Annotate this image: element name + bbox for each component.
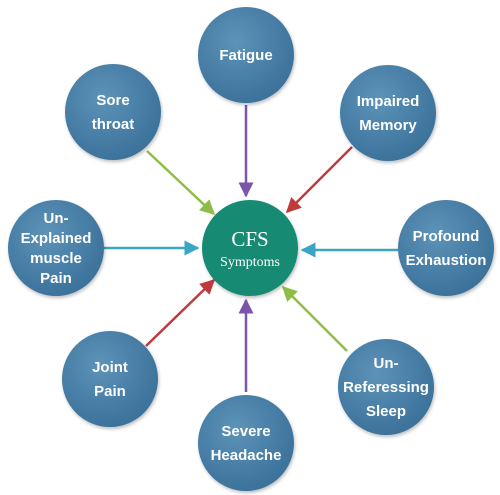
node-profound-exhaustion: Profound Exhaustion [398, 200, 494, 296]
node-label-severe-headache-line-1: Severe [221, 423, 270, 440]
node-label-impaired-memory-line-1: Impaired [357, 93, 420, 110]
nodes-layer: Fatigue Impaired Memory Profound Exhaustion U… [8, 7, 494, 491]
node-label-unrefreshing-sleep-line-1: Un- [374, 355, 399, 372]
center-subtitle: Symptoms [220, 255, 280, 270]
node-label-profound-exhaustion-line-1: Profound [413, 228, 480, 245]
node-circle-sore-throat [65, 64, 161, 160]
node-unrefreshing-sleep: Un- Referessing Sleep [338, 339, 434, 435]
node-label-unexplained-muscle-pain-line-4: Pain [40, 270, 72, 287]
node-label-joint-pain-line-1: Joint [92, 359, 128, 376]
node-label-unexplained-muscle-pain-line-1: Un- [44, 210, 69, 227]
node-label-unexplained-muscle-pain-line-3: muscle [30, 250, 82, 267]
arrow-sore-throat [146, 150, 216, 216]
node-label-unrefreshing-sleep-line-3: Sleep [366, 403, 406, 420]
node-circle-fatigue [198, 7, 294, 103]
node-label-severe-headache-line-2: Headache [211, 447, 282, 464]
center-node: CFS Symptoms [202, 200, 298, 296]
arrows-layer [103, 105, 398, 392]
arrow-joint-pain [145, 278, 216, 347]
node-circle-impaired-memory [340, 65, 436, 161]
node-unexplained-muscle-pain: Un- Explained muscle Pain [8, 200, 104, 296]
node-severe-headache: Severe Headache [198, 395, 294, 491]
arrow-impaired-memory [285, 146, 353, 214]
arrow-unrefreshing-sleep [281, 285, 348, 352]
node-label-fatigue-line-1: Fatigue [219, 47, 272, 64]
node-sore-throat: Sore throat [65, 64, 161, 160]
node-circle-joint-pain [62, 331, 158, 427]
node-circle-profound-exhaustion [398, 200, 494, 296]
node-label-unrefreshing-sleep-line-2: Referessing [343, 379, 429, 396]
node-impaired-memory: Impaired Memory [340, 65, 436, 161]
node-fatigue: Fatigue [198, 7, 294, 103]
node-circle-severe-headache [198, 395, 294, 491]
center-title: CFS [231, 227, 268, 251]
node-label-sore-throat-line-2: throat [92, 116, 135, 133]
node-label-impaired-memory-line-2: Memory [359, 117, 417, 134]
center-circle [202, 200, 298, 296]
node-circle-unexplained-muscle-pain [8, 200, 104, 296]
node-circle-unrefreshing-sleep [338, 339, 434, 435]
node-label-profound-exhaustion-line-2: Exhaustion [406, 252, 487, 269]
node-label-unexplained-muscle-pain-line-2: Explained [21, 230, 92, 247]
node-label-sore-throat-line-1: Sore [96, 92, 129, 109]
node-label-joint-pain-line-2: Pain [94, 383, 126, 400]
node-joint-pain: Joint Pain [62, 331, 158, 427]
